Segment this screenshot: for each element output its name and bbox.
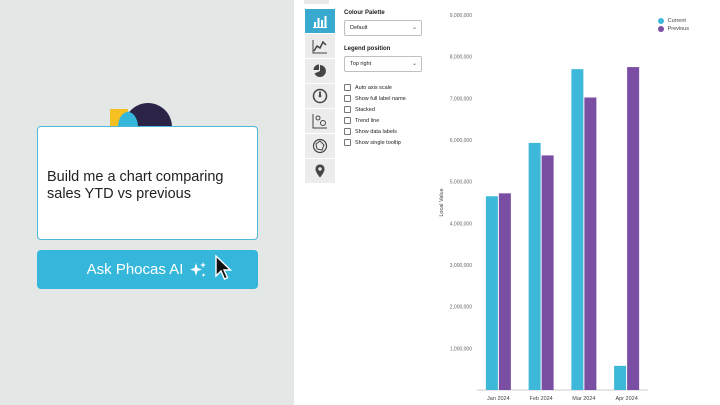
y-tick-label: 5,000,000	[450, 180, 472, 186]
prompt-card[interactable]: Build me a chart comparing sales YTD vs …	[37, 126, 258, 240]
bar-chart-icon	[313, 16, 327, 28]
radar-chart-type-button[interactable]	[305, 134, 335, 158]
chart-settings-panel: Colour Palette Default ⌄ Legend position…	[294, 0, 454, 405]
bar-current-0[interactable]	[485, 196, 498, 390]
y-tick-label: 6,000,000	[450, 138, 472, 144]
chart-area: 1,000,000 2,000,000 3,000,000 4,000,000 5,00…	[430, 0, 720, 405]
checkbox-box[interactable]	[344, 95, 351, 102]
chart-legend: Current Previous	[657, 17, 689, 33]
legend-item-previous[interactable]: Previous	[657, 25, 689, 33]
checkbox-stacked[interactable]: Stacked	[344, 104, 424, 115]
y-tick-label: 4,000,000	[450, 221, 472, 227]
checkbox-box[interactable]	[344, 106, 351, 113]
legend-item-current[interactable]: Current	[657, 17, 689, 25]
y-tick-label: 3,000,000	[450, 263, 472, 269]
y-tick-label: 9,000,000	[450, 13, 472, 19]
chart-type-toolbar	[305, 9, 335, 184]
checkbox-show-data-labels[interactable]: Show data labels	[344, 126, 424, 137]
promo-panel: Build me a chart comparing sales YTD vs …	[0, 0, 294, 405]
bar-chart: 1,000,000 2,000,000 3,000,000 4,000,000 5,00…	[439, 13, 648, 402]
scatter-chart-icon	[312, 114, 327, 129]
colour-palette-title: Colour Palette	[344, 10, 385, 16]
bar-previous-3[interactable]	[627, 67, 640, 390]
y-tick-label: 2,000,000	[450, 305, 472, 311]
checkbox-box[interactable]	[344, 84, 351, 91]
chevron-down-icon: ⌄	[411, 61, 417, 67]
legend-label-previous: Previous	[667, 26, 689, 32]
ask-button-label: Ask Phocas AI	[86, 261, 184, 278]
pie-chart-icon	[313, 64, 326, 77]
colour-palette-value: Default	[350, 25, 368, 31]
legend-swatch-previous	[657, 26, 664, 32]
top-tab[interactable]	[304, 0, 329, 4]
checkbox-label: Show full label name	[355, 95, 406, 102]
chart-options: Colour Palette Default ⌄ Legend position…	[344, 10, 424, 148]
line-chart-type-button[interactable]	[305, 34, 335, 58]
bar-chart-type-button[interactable]	[305, 9, 335, 33]
checkbox-box[interactable]	[344, 139, 351, 146]
checkbox-label: Show data labels	[355, 128, 397, 135]
legend-position-title: Legend position	[344, 46, 391, 52]
y-tick-label: 7,000,000	[450, 96, 472, 102]
y-axis-label: Local Value	[439, 188, 445, 216]
sparkle-icon	[190, 261, 207, 277]
y-tick-label: 8,000,000	[450, 55, 472, 61]
bar-previous-1[interactable]	[541, 155, 554, 390]
bar-current-3[interactable]	[614, 365, 627, 390]
checkbox-label: Trend line	[355, 117, 380, 124]
y-tick-label: 1,000,000	[450, 346, 472, 352]
checkbox-label: Show single tooltip	[355, 139, 401, 146]
mouse-cursor-icon	[215, 254, 233, 280]
legend-swatch-current	[657, 18, 664, 24]
bar-previous-0[interactable]	[498, 193, 511, 390]
x-tick-label: Apr 2024	[615, 396, 637, 402]
checkbox-label: Auto axis scale	[355, 84, 392, 91]
scatter-chart-type-button[interactable]	[305, 109, 335, 133]
legend-position-value: Top right	[350, 61, 372, 67]
checkbox-auto-axis-scale[interactable]: Auto axis scale	[344, 82, 424, 93]
map-pin-icon	[315, 164, 325, 178]
bar-current-1[interactable]	[528, 142, 541, 390]
colour-palette-select[interactable]: Default ⌄	[344, 20, 422, 36]
bar-current-2[interactable]	[571, 69, 584, 391]
checkbox-box[interactable]	[344, 117, 351, 124]
checkbox-trend-line[interactable]: Trend line	[344, 115, 424, 126]
legend-position-select[interactable]: Top right ⌄	[344, 56, 422, 72]
x-tick-label: Jan 2024	[487, 396, 510, 402]
checkbox-show-full-label-name[interactable]: Show full label name	[344, 93, 424, 104]
chevron-down-icon: ⌄	[411, 25, 417, 31]
checkbox-box[interactable]	[344, 128, 351, 135]
checkbox-label: Stacked	[355, 106, 375, 113]
line-chart-icon	[312, 40, 327, 54]
prompt-text: Build me a chart comparing sales YTD vs …	[47, 169, 224, 202]
radar-chart-icon	[312, 138, 328, 154]
checkbox-show-single-tooltip[interactable]: Show single tooltip	[344, 137, 424, 148]
map-chart-type-button[interactable]	[305, 159, 335, 183]
bar-previous-2[interactable]	[584, 97, 597, 391]
gauge-chart-type-button[interactable]	[305, 84, 335, 108]
x-tick-label: Feb 2024	[530, 396, 553, 402]
legend-label-current: Current	[667, 18, 686, 24]
x-tick-label: Mar 2024	[572, 396, 595, 402]
pie-chart-type-button[interactable]	[305, 59, 335, 83]
gauge-icon	[312, 88, 328, 104]
